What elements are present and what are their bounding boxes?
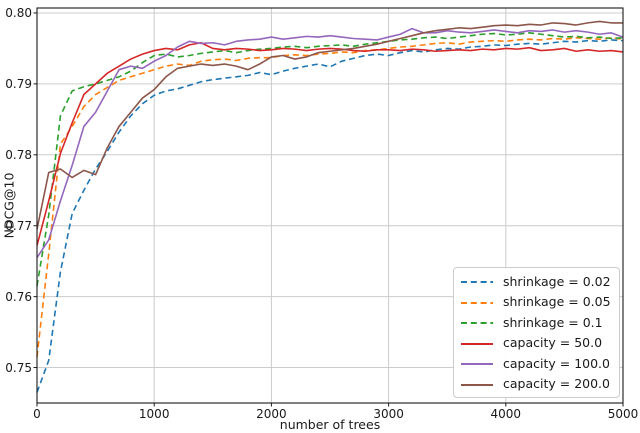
legend-label: capacity = 100.0 [503,355,610,371]
legend-label: shrinkage = 0.1 [503,314,603,330]
x-axis-label: number of trees [279,417,381,432]
y-tick-label: 0.77 [5,218,32,233]
legend-sample-svg [461,281,493,284]
legend-sample-svg [461,363,493,366]
legend-item: shrinkage = 0.02 [460,272,613,291]
legend-item: shrinkage = 0.05 [460,292,613,311]
legend-sample-svg [461,322,493,325]
y-tick-label: 0.79 [5,76,32,91]
legend-item: capacity = 50.0 [460,333,613,352]
legend-item: capacity = 200.0 [460,374,613,393]
legend-line-sample [460,315,494,329]
x-tick-label: 4000 [490,407,522,421]
legend-line-sample [460,295,494,309]
y-tick-label: 0.80 [5,5,32,20]
legend-line-sample [460,356,494,370]
series-line [36,32,624,287]
x-tick-label: 1000 [138,407,170,421]
legend-line-sample [460,336,494,350]
legend-label: shrinkage = 0.02 [503,273,611,289]
series-line [36,20,623,230]
series-line [36,39,624,393]
legend-label: shrinkage = 0.05 [503,294,611,310]
y-tick-label: 0.78 [5,147,32,162]
x-tick-label: 3000 [373,407,404,421]
axes-border [36,7,624,404]
y-axis-label: NDCG@10 [0,8,19,403]
series-line [36,36,624,357]
legend-label: capacity = 50.0 [503,335,603,351]
legend-item: shrinkage = 0.1 [460,313,613,332]
x-tick-label: 0 [33,407,41,421]
legend-item: capacity = 100.0 [460,354,613,373]
legend-label: capacity = 200.0 [503,376,610,392]
x-tick-label: 2000 [256,407,287,421]
legend-sample-svg [461,342,493,345]
legend-line-sample [460,377,494,391]
x-tick-label: 5000 [607,407,639,421]
legend-sample-svg [461,301,493,304]
legend-line-sample [460,274,494,288]
series-line [36,41,624,246]
series-line [36,27,624,259]
y-tick-label: 0.76 [5,289,32,304]
y-tick-label: 0.75 [5,360,32,375]
legend: shrinkage = 0.02 shrinkage = 0.05 shrink… [453,267,620,398]
legend-sample-svg [461,383,493,386]
